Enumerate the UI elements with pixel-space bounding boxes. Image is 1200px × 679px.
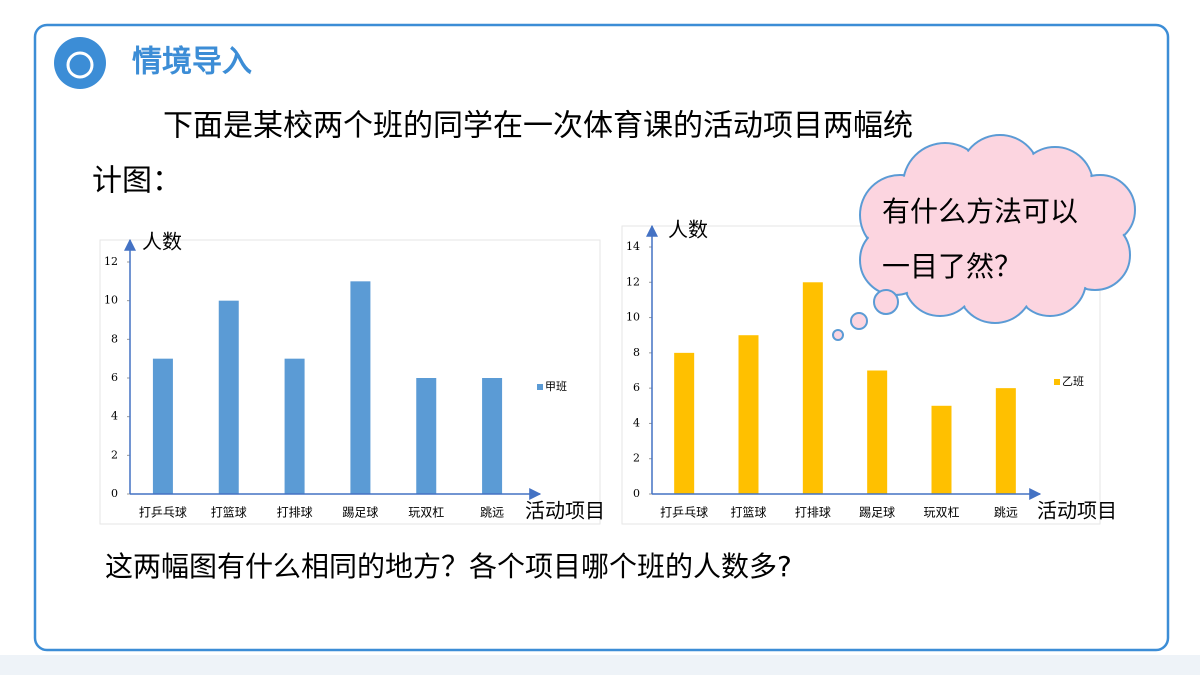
bar: [218, 300, 239, 494]
section-title: 情境导入: [132, 45, 252, 80]
y-tick-label: 2: [633, 452, 640, 465]
icon-glyph: [66, 51, 94, 79]
x-tick-label: 玩双杠: [408, 505, 444, 520]
y-tick-label: 6: [111, 371, 118, 384]
x-tick-label: 踢足球: [342, 506, 378, 520]
bubble: [832, 329, 844, 341]
x-tick-label: 打篮球: [730, 505, 766, 520]
cloud-text: 有什么方法可以: [882, 195, 1078, 228]
y-tick-label: 10: [104, 294, 118, 307]
y-tick-label: 12: [104, 255, 118, 268]
y-tick-label: 8: [633, 346, 640, 359]
x-axis-label: 活动项目: [1037, 499, 1117, 523]
legend-key: [537, 384, 543, 390]
y-tick-label: 6: [633, 381, 640, 394]
plot-area: [99, 239, 601, 525]
bar: [867, 370, 888, 494]
bar: [995, 388, 1016, 494]
bar: [674, 352, 695, 494]
paragraph-line: 下面是某校两个班的同学在一次体育课的活动项目两幅统: [163, 109, 913, 144]
y-tick-label: 8: [111, 332, 118, 345]
bar: [802, 282, 823, 494]
y-tick-label: 4: [111, 410, 118, 423]
x-tick-label: 踢足球: [859, 506, 895, 520]
bar: [350, 281, 371, 494]
cloud-fill: [886, 176, 994, 284]
x-tick-label: 打乒乓球: [139, 506, 187, 520]
y-tick-label: 2: [111, 448, 118, 461]
legend-label: 甲班: [545, 380, 567, 393]
paragraph-line: 计图：: [92, 164, 182, 199]
bar: [416, 378, 437, 494]
y-axis-label: 人数: [668, 218, 708, 242]
question: 这两幅图有什么相同的地方？各个项目哪个班的人数多?: [105, 550, 792, 583]
x-axis-label: 活动项目: [525, 499, 605, 523]
x-tick-label: 打篮球: [211, 505, 247, 520]
bar: [152, 358, 173, 494]
y-tick-label: 4: [633, 416, 640, 429]
y-tick-label: 0: [633, 487, 640, 500]
x-tick-label: 打排球: [277, 506, 313, 520]
icon: [54, 37, 106, 89]
bar: [931, 405, 952, 494]
x-tick-label: 跳远: [994, 506, 1018, 520]
x-tick-label: 跳远: [480, 506, 504, 520]
thought-cloud: [832, 134, 1136, 341]
x-tick-label: 打排球: [795, 506, 831, 520]
x-tick-label: 打乒乓球: [660, 506, 708, 520]
x-tick-label: 玩双杠: [923, 505, 959, 520]
y-axis-label: 人数: [142, 230, 182, 254]
bubble: [873, 289, 899, 315]
y-tick-label: 14: [626, 240, 640, 253]
y-tick-label: 10: [626, 311, 640, 324]
bar: [482, 378, 503, 494]
bar: [284, 358, 305, 494]
bar: [738, 335, 759, 494]
legend-label: 乙班: [1062, 375, 1084, 388]
y-tick-label: 0: [111, 487, 118, 500]
legend-key: [1054, 379, 1060, 385]
cloud-text: 一目了然？: [882, 250, 1022, 283]
cloud-fill: [981, 171, 1099, 289]
y-tick-label: 12: [626, 275, 640, 288]
footer-band: [0, 655, 1200, 675]
bubble: [850, 312, 868, 330]
